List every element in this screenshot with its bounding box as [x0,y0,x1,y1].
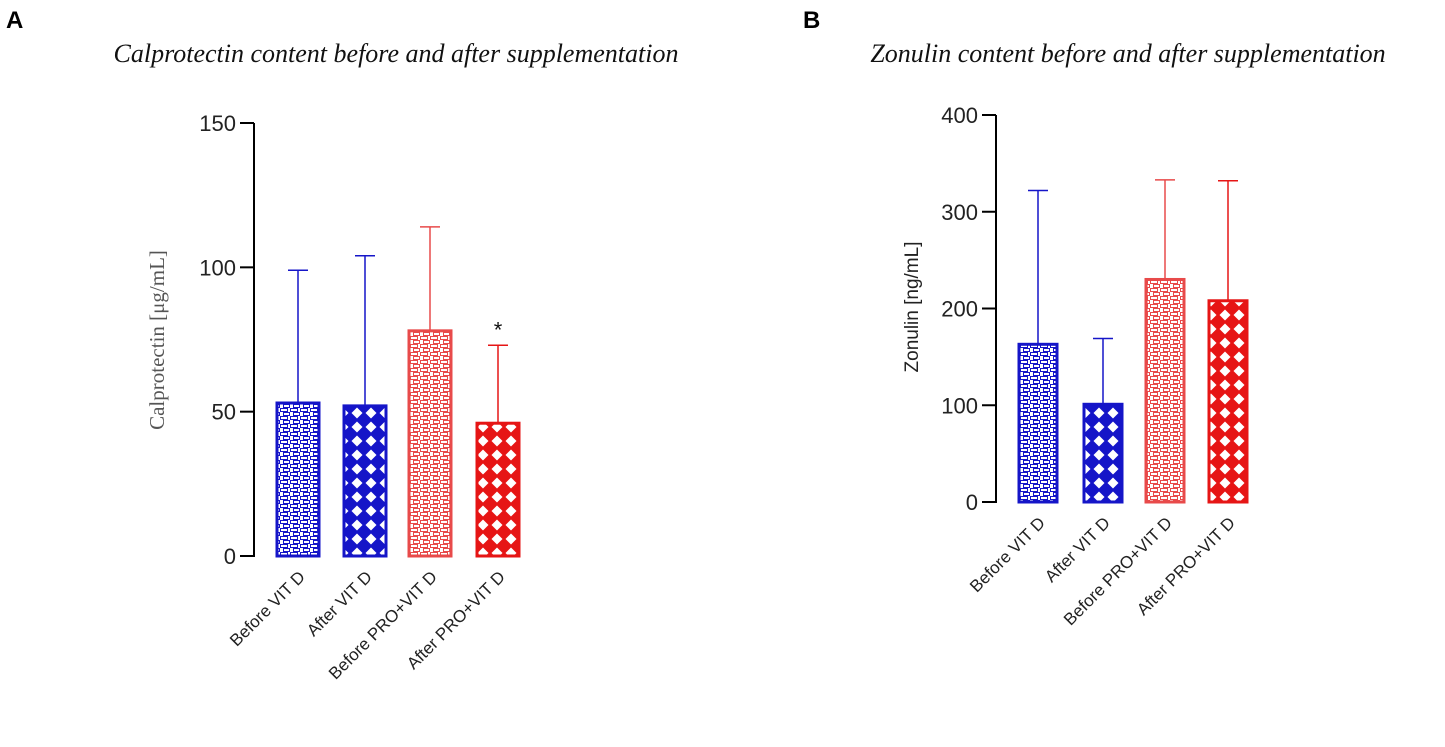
panel-b-y-tick-label: 400 [941,103,978,128]
panel-a-bar [475,421,521,558]
panel-b-y-tick-label: 0 [966,490,978,515]
panel-b: B Zonulin content before and after suppl… [803,7,1386,629]
panel-a-category-label: Before VIT D [226,567,309,650]
panel-a-ylabel: Calprotectin [μg/mL] [145,250,169,430]
panel-a-bar [342,404,388,558]
panel-b-y-tick-label: 300 [941,200,978,225]
panel-b-bar [1082,402,1124,504]
panel-a-bar [407,329,453,558]
panel-b-bar [1144,277,1186,504]
panel-a-y-tick-label: 100 [199,255,236,280]
panel-b-category-label: Before VIT D [966,513,1049,596]
panel-a-y-tick-label: 0 [224,544,236,569]
panel-b-bar [1207,299,1249,504]
panel-b-letter: B [803,7,820,34]
panel-a-title: Calprotectin content before and after su… [114,39,679,68]
panel-a-bar [275,401,321,558]
panel-a-y-tick-label: 150 [199,111,236,136]
panel-b-y-tick-label: 200 [941,297,978,322]
panel-a-y-tick-label: 50 [212,400,236,425]
panel-b-bar [1017,342,1059,504]
panel-b-ylabel: Zonulin [ng/mL] [902,242,923,373]
panel-a-letter: A [6,7,23,34]
panel-b-category-label: Before PRO+VIT D [1060,513,1176,629]
panel-b-title: Zonulin content before and after supplem… [870,39,1385,68]
panel-b-y-tick-label: 100 [941,393,978,418]
panel-a: A Calprotectin content before and after … [6,7,678,683]
panel-a-significance-marker: * [494,317,503,342]
